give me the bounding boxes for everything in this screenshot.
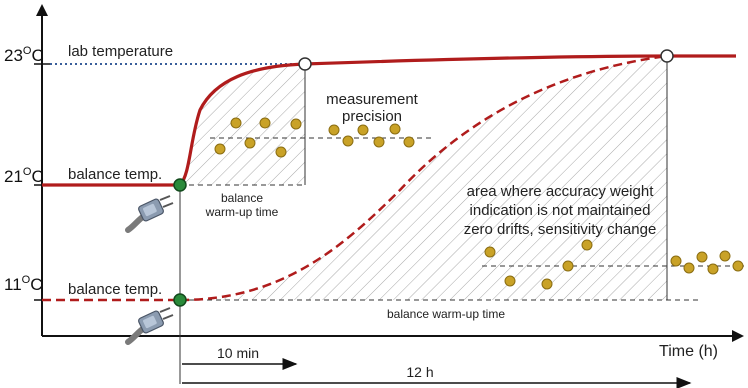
precision-dot	[357, 124, 369, 136]
power-plug-icon	[125, 307, 174, 345]
x-axis-arrowhead	[732, 330, 744, 342]
long-warmup-label: balance warm-up time	[387, 307, 505, 321]
precision-dot	[259, 117, 271, 129]
curve-11-to-23	[179, 54, 668, 302]
area-description-line1: area where accuracy weight	[467, 183, 655, 200]
precision-dot	[484, 246, 496, 258]
balance-temp-label-lower: balance temp.	[68, 281, 162, 298]
start-marker-11	[173, 293, 187, 307]
end-marker-long	[660, 49, 674, 63]
precision-dot	[275, 146, 287, 158]
precision-dot	[541, 278, 553, 290]
y-tick-label-23: 23OC	[4, 45, 44, 65]
precision-dot	[244, 137, 256, 149]
precision-dot	[719, 250, 731, 262]
precision-dot	[670, 255, 682, 267]
x-axis-label: Time (h)	[659, 343, 718, 360]
short-warmup-hatch	[180, 64, 305, 185]
precision-dots-long	[484, 239, 744, 290]
start-marker-21	[173, 178, 187, 192]
precision-dot	[342, 135, 354, 147]
arrow-10min-label: 10 min	[217, 345, 259, 361]
precision-dot	[562, 260, 574, 272]
end-marker-short	[298, 57, 312, 71]
precision-dot	[581, 239, 593, 251]
precision-dot	[696, 251, 708, 263]
long-warmup-hatch	[190, 56, 667, 300]
y-tick-label-21: 21OC	[4, 166, 44, 186]
precision-dot	[214, 143, 226, 155]
precision-dot	[373, 136, 385, 148]
short-warmup-label-line1: balance	[221, 191, 263, 205]
measurement-precision-line1: measurement	[326, 91, 419, 108]
measurement-precision-line2: precision	[342, 108, 402, 125]
precision-dot	[290, 118, 302, 130]
precision-dot	[328, 124, 340, 136]
y-tick-label-11: 11OC	[4, 274, 43, 294]
precision-dot	[707, 263, 719, 275]
precision-dot	[389, 123, 401, 135]
precision-dot	[683, 262, 695, 274]
balance-temp-label-upper: balance temp.	[68, 166, 162, 183]
precision-dot	[230, 117, 242, 129]
arrow-12h-label: 12 h	[406, 364, 433, 380]
curve-21-to-23	[42, 54, 736, 187]
precision-dot	[403, 136, 415, 148]
lab-temperature-label: lab temperature	[68, 43, 173, 60]
precision-dot	[504, 275, 516, 287]
short-warmup-label-line2: warm-up time	[205, 205, 279, 219]
precision-dot	[732, 260, 744, 272]
area-description-line3: zero drifts, sensitivity change	[464, 221, 657, 238]
area-description-line2: indication is not maintained	[470, 202, 651, 219]
precision-dots-short	[214, 117, 415, 158]
y-axis-arrowhead	[36, 4, 48, 16]
power-plug-icon	[125, 195, 174, 233]
